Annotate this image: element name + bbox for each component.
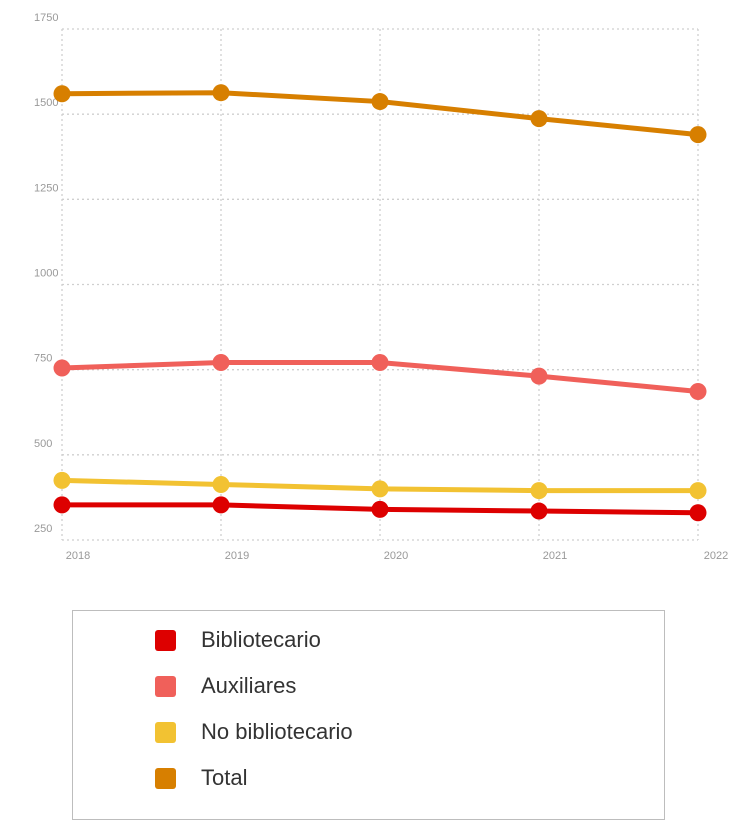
data-point bbox=[689, 482, 707, 500]
legend-item-bibliotecario[interactable]: Bibliotecario bbox=[155, 627, 321, 652]
data-point bbox=[530, 482, 548, 500]
y-tick-label: 750 bbox=[34, 353, 52, 365]
data-point bbox=[530, 110, 548, 128]
data-point bbox=[689, 504, 707, 522]
data-point bbox=[371, 500, 389, 518]
data-point bbox=[212, 475, 230, 493]
legend-label: Bibliotecario bbox=[201, 627, 321, 652]
y-tick-label: 1500 bbox=[34, 97, 58, 109]
data-point bbox=[212, 354, 230, 372]
data-point bbox=[371, 93, 389, 111]
data-point bbox=[212, 84, 230, 102]
legend-swatch bbox=[155, 629, 176, 651]
legend: Bibliotecario Auxiliares No bibliotecari… bbox=[72, 610, 665, 820]
data-point bbox=[530, 367, 548, 385]
y-tick-label: 1000 bbox=[34, 268, 58, 280]
y-tick-label: 250 bbox=[34, 523, 52, 535]
data-point bbox=[371, 480, 389, 498]
data-point bbox=[53, 496, 71, 514]
x-tick-label: 2019 bbox=[225, 550, 249, 562]
y-tick-label: 1250 bbox=[34, 182, 58, 194]
x-tick-label: 2021 bbox=[543, 550, 567, 562]
legend-swatch bbox=[155, 767, 176, 789]
x-tick-label: 2018 bbox=[66, 550, 90, 562]
legend-label: Total bbox=[201, 765, 248, 790]
data-point bbox=[212, 496, 230, 514]
legend-swatch bbox=[155, 675, 176, 697]
legend-label: No bibliotecario bbox=[201, 719, 353, 744]
data-point bbox=[371, 354, 389, 372]
data-point bbox=[53, 359, 71, 377]
line-chart: 250 500 750 1000 1250 1500 1750 2018 2019 2020 202… bbox=[34, 12, 728, 562]
data-point bbox=[689, 126, 707, 144]
legend-label: Auxiliares bbox=[201, 673, 297, 698]
legend-swatch bbox=[155, 721, 176, 743]
legend-item-no-bibliotecario[interactable]: No bibliotecario bbox=[155, 719, 353, 744]
data-point bbox=[53, 85, 71, 103]
x-tick-label: 2020 bbox=[384, 550, 408, 562]
y-tick-label: 500 bbox=[34, 438, 52, 450]
series-points bbox=[53, 84, 707, 522]
x-tick-label: 2022 bbox=[704, 550, 728, 562]
grid bbox=[61, 28, 699, 541]
data-point bbox=[53, 471, 71, 489]
data-point bbox=[689, 382, 707, 400]
data-point bbox=[530, 502, 548, 520]
legend-item-total[interactable]: Total bbox=[155, 765, 248, 790]
y-tick-label: 1750 bbox=[34, 12, 58, 24]
axis-ticks: 250 500 750 1000 1250 1500 1750 2018 2019 2020 202… bbox=[34, 12, 728, 562]
legend-item-auxiliares[interactable]: Auxiliares bbox=[155, 673, 297, 698]
